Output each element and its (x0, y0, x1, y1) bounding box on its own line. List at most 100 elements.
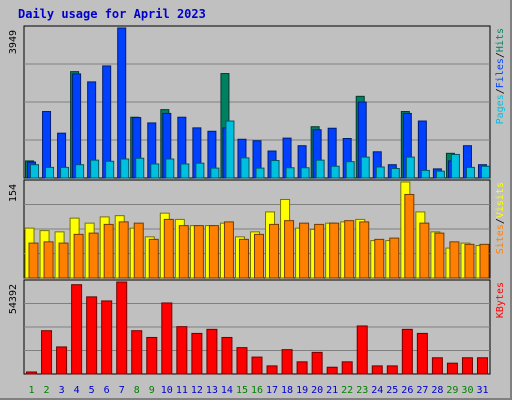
bar-kbytes-day-6 (101, 300, 113, 375)
bar-sites-day-21 (329, 222, 340, 279)
bar-kbytes-day-29 (446, 362, 458, 375)
x-tick-label: 21 (326, 385, 338, 396)
bar-sites-day-10 (163, 218, 174, 279)
bar-sites-day-30 (464, 243, 475, 279)
bar-pages-day-26 (405, 156, 415, 179)
bar-kbytes-day-1 (26, 371, 38, 375)
bar-pages-day-9 (150, 163, 160, 179)
x-tick-label: 19 (296, 385, 308, 396)
legend-entry: / (495, 88, 506, 94)
bar-pages-day-28 (435, 170, 445, 179)
bar-sites-day-14 (223, 221, 234, 279)
legend-entry: Pages (495, 94, 506, 124)
legend-entry: Hits (495, 28, 506, 52)
bar-sites-day-20 (314, 223, 325, 279)
bar-kbytes-day-28 (431, 357, 443, 375)
bar-pages-day-2 (45, 166, 55, 179)
bar-kbytes-day-23 (356, 325, 368, 375)
bar-sites-day-28 (434, 232, 445, 279)
bar-pages-day-22 (345, 161, 355, 179)
chart-title: Daily usage for April 2023 (18, 7, 206, 21)
bar-sites-day-19 (299, 222, 310, 279)
bar-kbytes-day-21 (326, 366, 338, 375)
x-tick-label: 17 (266, 385, 278, 396)
bar-sites-day-29 (449, 241, 460, 279)
bar-sites-day-25 (389, 237, 400, 279)
bar-sites-day-27 (419, 222, 430, 279)
bar-kbytes-day-9 (146, 336, 158, 375)
x-tick-label: 10 (161, 385, 173, 396)
bar-kbytes-day-7 (116, 281, 128, 375)
bar-files-day-4 (72, 73, 82, 179)
bar-pages-day-21 (330, 165, 340, 179)
bar-pages-day-25 (390, 168, 400, 179)
bar-files-day-27 (417, 120, 427, 179)
panel-visits-ymax-label: 154 (8, 184, 19, 202)
panel-hits-legend: Pages/Files/Hits (495, 28, 506, 124)
bar-pages-day-1 (30, 164, 40, 179)
bar-sites-day-26 (404, 193, 415, 279)
legend-entry: KBytes (495, 282, 506, 318)
bar-sites-day-13 (208, 225, 219, 279)
bar-sites-day-3 (58, 242, 69, 279)
bar-sites-day-9 (148, 238, 159, 279)
bar-pages-day-10 (165, 158, 175, 179)
bar-kbytes-day-19 (296, 361, 308, 375)
x-tick-label: 8 (134, 385, 140, 396)
bar-sites-day-8 (133, 222, 144, 279)
x-tick-label: 18 (281, 385, 293, 396)
x-tick-label: 5 (89, 385, 95, 396)
x-tick-label: 6 (104, 385, 110, 396)
x-tick-label: 12 (191, 385, 203, 396)
bar-pages-day-18 (285, 167, 295, 179)
legend-entry: Sites (495, 224, 506, 254)
bar-pages-day-4 (75, 164, 85, 179)
bar-sites-day-12 (193, 225, 204, 279)
bar-pages-day-23 (360, 156, 370, 179)
legend-entry: / (495, 52, 506, 58)
x-tick-label: 24 (371, 385, 383, 396)
x-tick-label: 23 (356, 385, 368, 396)
bar-kbytes-day-31 (476, 357, 488, 375)
bar-kbytes-day-17 (266, 365, 278, 375)
x-tick-label: 22 (341, 385, 353, 396)
bar-sites-day-6 (103, 223, 114, 279)
panel-hits-ymax-label: 3949 (8, 30, 19, 54)
bar-pages-day-13 (210, 167, 220, 179)
bar-sites-day-22 (344, 220, 355, 279)
x-tick-label: 29 (446, 385, 458, 396)
bar-pages-day-29 (450, 153, 460, 179)
bar-pages-day-6 (105, 160, 115, 179)
x-tick-label: 7 (119, 385, 125, 396)
x-tick-label: 20 (311, 385, 323, 396)
x-tick-label: 30 (461, 385, 473, 396)
bar-kbytes-day-26 (401, 328, 413, 375)
bar-pages-day-14 (225, 120, 235, 179)
x-tick-label: 9 (149, 385, 155, 396)
x-tick-label: 11 (176, 385, 188, 396)
x-tick-label: 31 (476, 385, 488, 396)
bar-pages-day-20 (315, 159, 325, 179)
x-tick-label: 3 (59, 385, 65, 396)
bar-kbytes-day-10 (161, 302, 173, 375)
bar-files-day-7 (117, 27, 127, 179)
bar-pages-day-16 (255, 167, 265, 179)
x-tick-label: 15 (236, 385, 248, 396)
bar-kbytes-day-24 (371, 365, 383, 375)
bar-kbytes-day-8 (131, 330, 143, 375)
panel-visits-legend: Sites/Visits (495, 182, 506, 254)
bar-kbytes-day-13 (206, 328, 218, 375)
bar-pages-day-11 (180, 163, 190, 179)
panel-kbytes-ymax-label: 54392 (8, 284, 19, 314)
legend-entry: / (495, 218, 506, 224)
bar-pages-day-12 (195, 162, 205, 179)
bar-sites-day-16 (254, 233, 264, 279)
bar-sites-day-24 (374, 238, 385, 279)
bar-kbytes-day-12 (191, 332, 203, 375)
bar-sites-day-31 (479, 243, 490, 279)
bar-kbytes-day-15 (236, 347, 248, 375)
bar-kbytes-day-22 (341, 361, 353, 375)
panel-kbytes-legend: KBytes (495, 282, 506, 318)
